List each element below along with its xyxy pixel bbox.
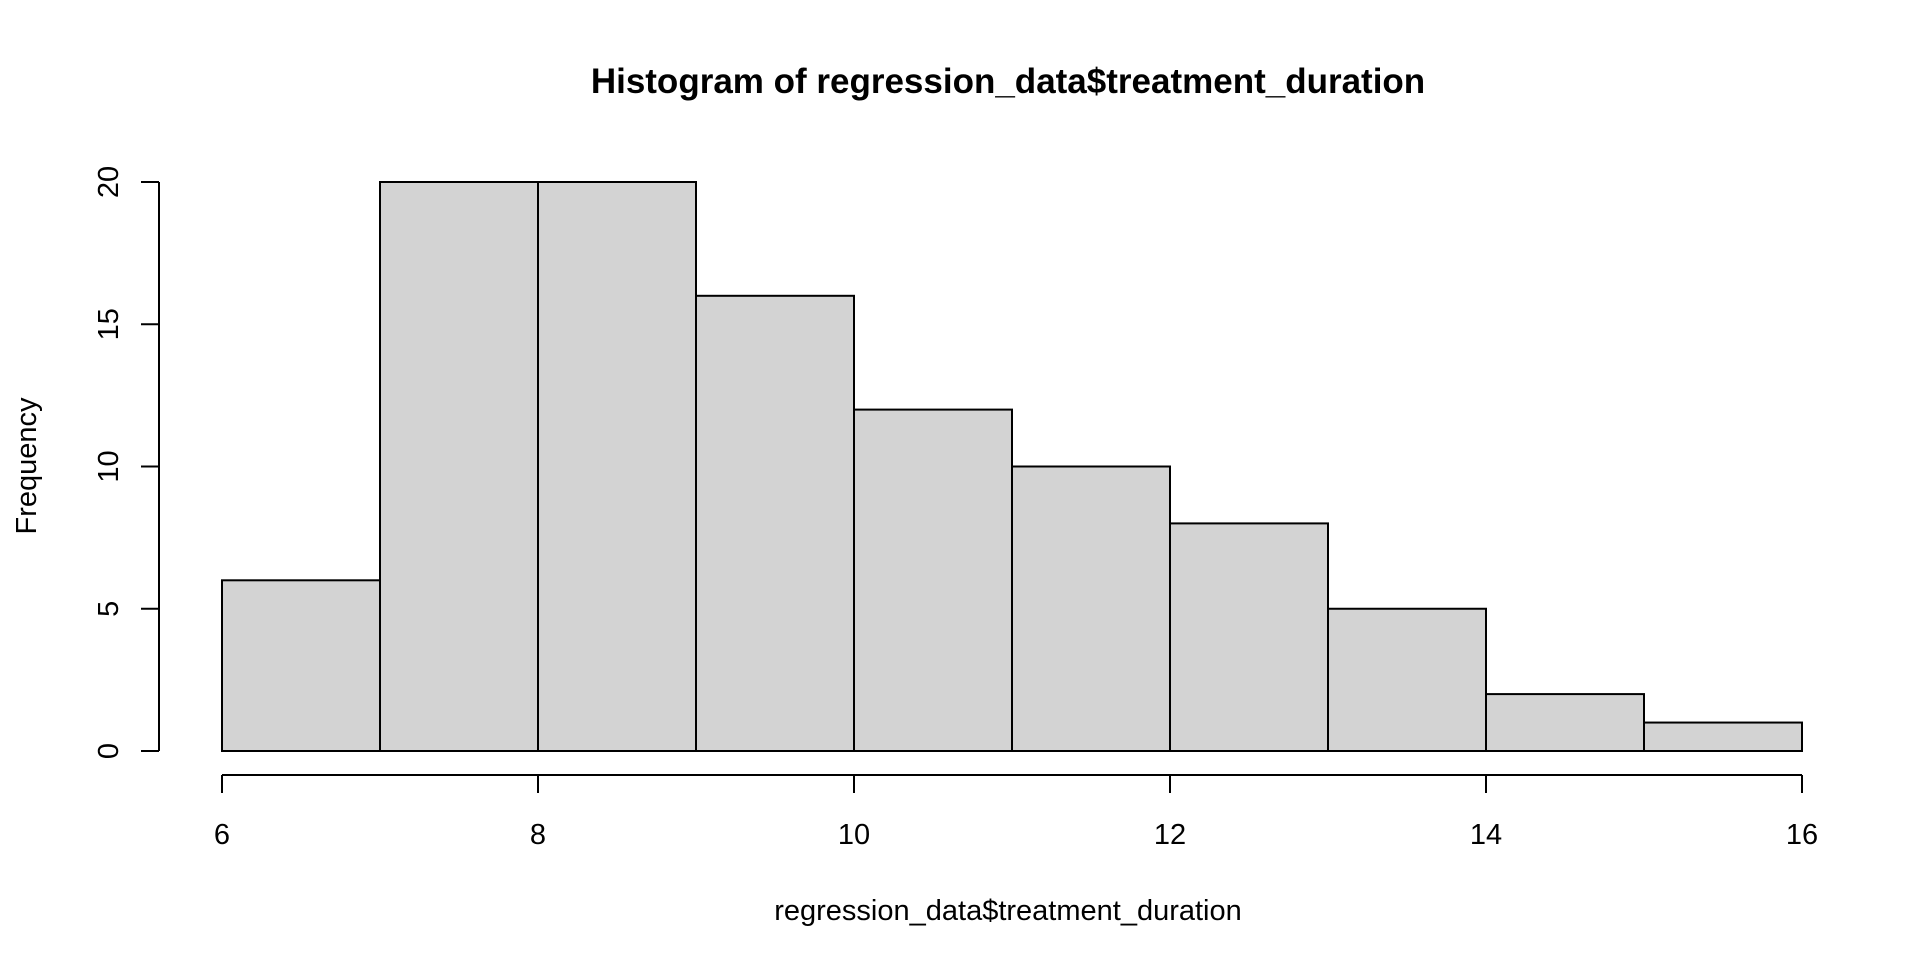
x-axis: 6 8 10 12 14 16 (214, 774, 1818, 851)
x-axis-title: regression_data$treatment_duration (774, 895, 1242, 927)
y-axis-title: Frequency (11, 397, 43, 535)
histogram-bar-8 (1327, 607, 1487, 752)
y-tick-label-0: 0 (93, 743, 125, 759)
histogram-bar-5 (853, 408, 1013, 752)
histogram-bar-6 (1011, 465, 1171, 752)
x-tick-label-10: 10 (838, 819, 870, 851)
histogram-bar-4 (695, 294, 855, 752)
x-tick-label-14: 14 (1470, 819, 1502, 851)
histogram-bar-3 (537, 181, 697, 752)
histogram-bar-2 (379, 181, 539, 752)
y-tick-label-20: 20 (93, 166, 125, 198)
x-tick-label-16: 16 (1786, 819, 1818, 851)
x-tick-label-8: 8 (530, 819, 546, 851)
y-tick-label-10: 10 (93, 450, 125, 482)
histogram-bar-7 (1169, 522, 1329, 753)
histogram-bar-1 (221, 579, 381, 752)
histogram-bar-9 (1485, 693, 1645, 752)
y-tick-label-5: 5 (93, 601, 125, 617)
histogram-bar-10 (1643, 721, 1803, 752)
y-tick-label-15: 15 (93, 308, 125, 340)
y-axis: 0 5 10 15 20 (93, 166, 160, 759)
x-tick-label-6: 6 (214, 819, 230, 851)
bars-group (221, 181, 1803, 753)
chart-title: Histogram of regression_data$treatment_d… (591, 62, 1425, 101)
x-tick-label-12: 12 (1154, 819, 1186, 851)
